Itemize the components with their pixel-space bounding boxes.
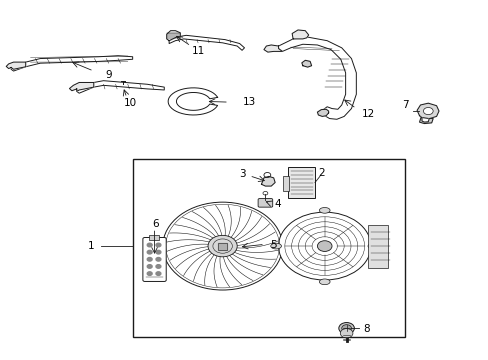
Circle shape — [147, 250, 152, 254]
Circle shape — [156, 250, 161, 254]
FancyBboxPatch shape — [142, 238, 166, 282]
Polygon shape — [291, 30, 308, 39]
Text: 2: 2 — [317, 168, 324, 178]
Circle shape — [147, 272, 152, 275]
Circle shape — [147, 265, 152, 268]
Text: 3: 3 — [238, 168, 245, 179]
Polygon shape — [69, 82, 94, 91]
Polygon shape — [261, 176, 275, 186]
Bar — [132, 158, 404, 337]
Bar — [217, 243, 227, 249]
Circle shape — [340, 329, 352, 338]
Circle shape — [338, 323, 354, 334]
Bar — [283, 176, 288, 191]
Circle shape — [341, 325, 351, 332]
Text: 10: 10 — [123, 98, 137, 108]
Circle shape — [156, 265, 161, 268]
Text: 5: 5 — [270, 240, 276, 250]
Text: 7: 7 — [401, 100, 407, 110]
Ellipse shape — [319, 207, 329, 213]
Circle shape — [156, 272, 161, 275]
Polygon shape — [169, 35, 244, 50]
Bar — [368, 225, 387, 267]
Polygon shape — [278, 37, 356, 119]
Text: 4: 4 — [274, 199, 280, 209]
Text: 9: 9 — [105, 69, 111, 80]
Polygon shape — [6, 62, 26, 69]
Circle shape — [163, 202, 282, 290]
FancyBboxPatch shape — [258, 199, 272, 207]
Bar — [287, 167, 314, 198]
Polygon shape — [168, 88, 217, 115]
Circle shape — [156, 257, 161, 261]
Ellipse shape — [319, 279, 329, 285]
Circle shape — [207, 235, 237, 257]
Circle shape — [278, 212, 370, 280]
Polygon shape — [419, 117, 432, 123]
Circle shape — [156, 243, 161, 247]
Text: 11: 11 — [191, 46, 204, 56]
Polygon shape — [301, 60, 311, 67]
Polygon shape — [11, 56, 132, 71]
Ellipse shape — [367, 243, 378, 249]
Text: 6: 6 — [152, 219, 159, 229]
Circle shape — [147, 257, 152, 261]
Text: 1: 1 — [88, 241, 95, 251]
Polygon shape — [166, 31, 180, 41]
Bar — [217, 243, 227, 249]
Text: 12: 12 — [361, 109, 374, 119]
Circle shape — [423, 108, 432, 114]
Polygon shape — [77, 81, 164, 93]
Bar — [148, 235, 159, 240]
Polygon shape — [264, 45, 282, 52]
Circle shape — [147, 243, 152, 247]
Circle shape — [317, 241, 331, 251]
Ellipse shape — [270, 243, 281, 249]
Text: 13: 13 — [243, 97, 256, 107]
Text: 8: 8 — [363, 324, 369, 334]
Polygon shape — [317, 109, 328, 116]
Polygon shape — [416, 103, 438, 118]
